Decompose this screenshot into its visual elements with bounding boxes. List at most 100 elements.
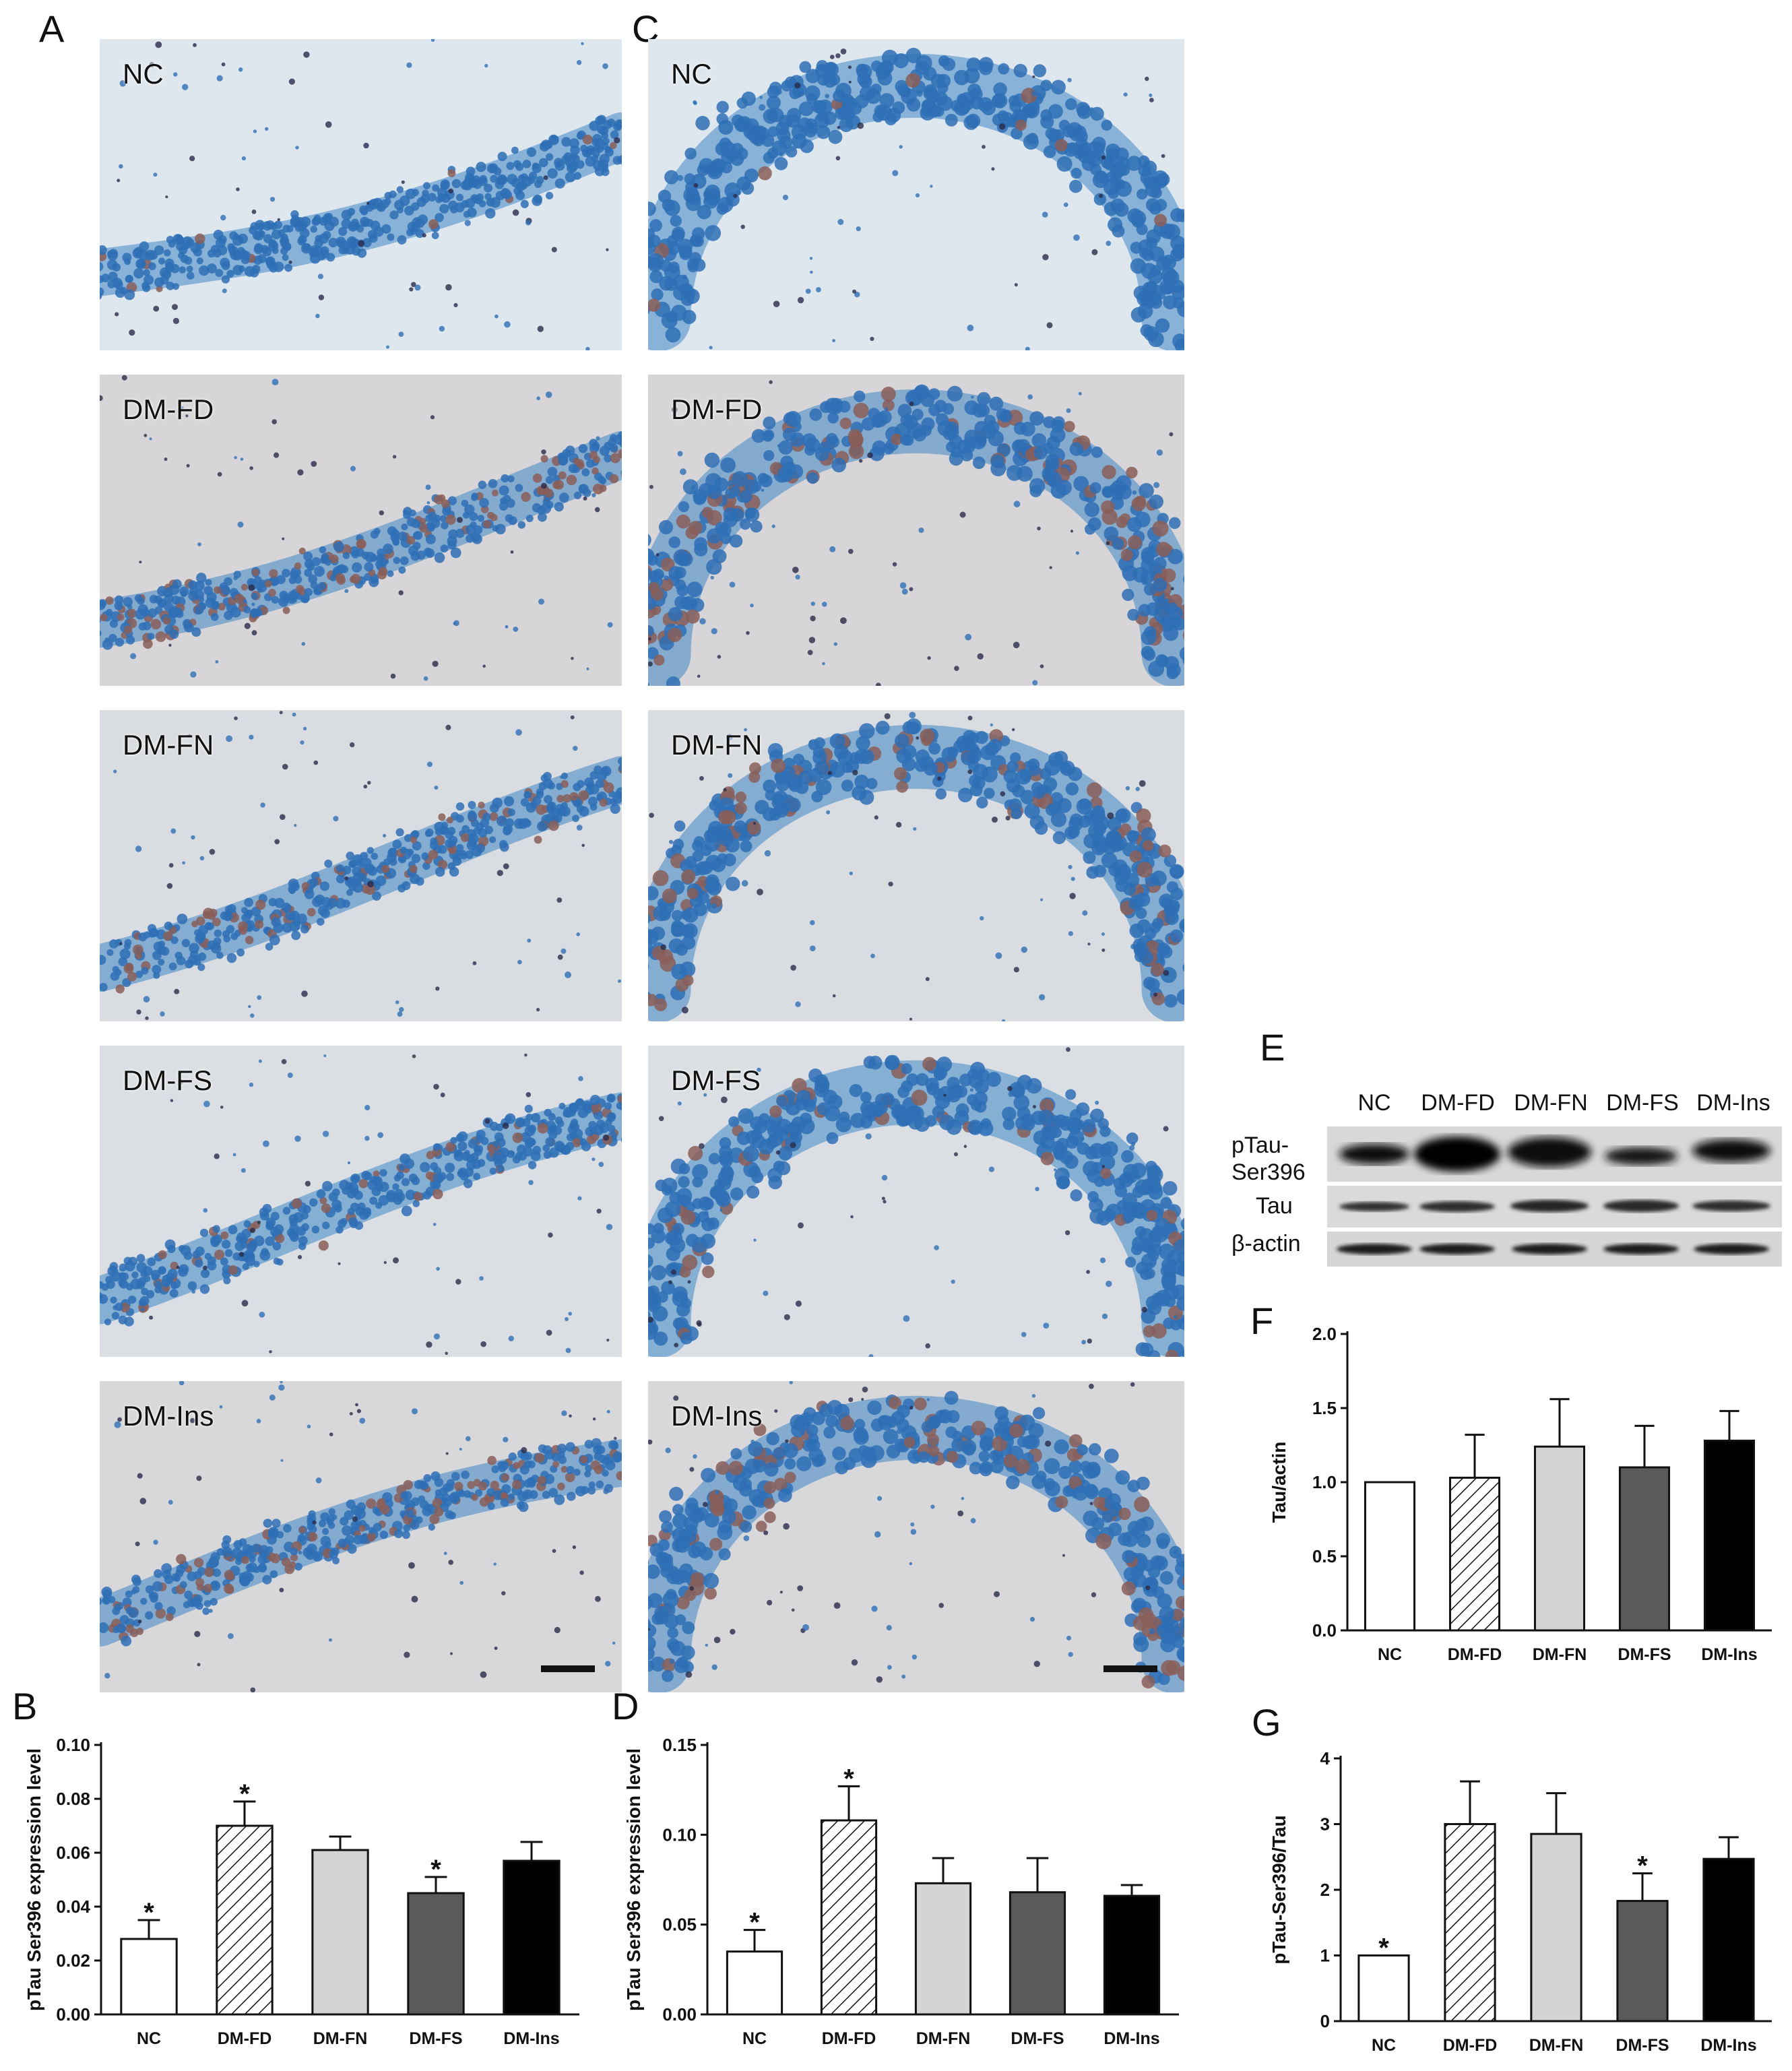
wb-band-tau-dm-ins bbox=[1692, 1201, 1770, 1211]
bar-dm-fd bbox=[820, 1819, 878, 2016]
y-tick-label: 0.5 bbox=[1312, 1546, 1337, 1566]
micrograph-image bbox=[648, 1046, 1184, 1357]
micrograph-image bbox=[100, 39, 622, 350]
panel-letter-g: G bbox=[1252, 1701, 1281, 1744]
x-tick-label: NC bbox=[1372, 2036, 1396, 2055]
micrograph-image bbox=[648, 1381, 1184, 1692]
x-tick-label: DM-Ins bbox=[1103, 2029, 1159, 2048]
significance-mark: * bbox=[239, 1779, 250, 1809]
panel-letter-e: E bbox=[1260, 1026, 1285, 1069]
bar-dm-fd bbox=[1448, 1476, 1501, 1632]
y-tick-label: 4 bbox=[1320, 1748, 1331, 1769]
y-tick-label: 1.5 bbox=[1312, 1398, 1337, 1418]
micrograph-image bbox=[648, 39, 1184, 350]
bar-dm-fn bbox=[1533, 1445, 1586, 1632]
micrograph-c-nc: NC bbox=[648, 39, 1184, 350]
y-tick-label: 0.10 bbox=[662, 1824, 697, 1845]
y-tick-label: 0.05 bbox=[662, 1915, 697, 1935]
bar-dm-ins bbox=[1703, 1439, 1756, 1632]
chart-svg: 0.00 0.05 0.10 0.15 pTau Ser396 expression l… bbox=[623, 1735, 1179, 2048]
y-axis-label: Tau/actin bbox=[1269, 1442, 1289, 1523]
micrograph-c-dm-fn: DM-FN bbox=[648, 710, 1184, 1021]
micrograph-a-dm-fn: DM-FN bbox=[100, 710, 622, 1021]
y-tick-label: 0.08 bbox=[56, 1789, 90, 1809]
micrograph-a-dm-fd: DM-FD bbox=[100, 375, 622, 686]
x-tick-label: DM-Ins bbox=[503, 2029, 559, 2048]
bar-chart-b: 0.00 0.02 0.04 0.06 0.08 0.10 pTau Ser396 expr… bbox=[13, 1725, 593, 2062]
micrograph-image bbox=[100, 1046, 622, 1357]
significance-mark: * bbox=[143, 1898, 154, 1927]
micrograph-a-nc: NC bbox=[100, 39, 622, 350]
micrograph-label: DM-Ins bbox=[123, 1400, 214, 1432]
significance-mark: * bbox=[749, 1908, 760, 1938]
bar-nc bbox=[120, 1938, 178, 2016]
micrograph-label: NC bbox=[123, 58, 164, 90]
micrograph-a-dm-fs: DM-FS bbox=[100, 1046, 622, 1357]
y-tick-label: 2 bbox=[1320, 1880, 1330, 1900]
wb-lane-label-dm-fn: DM-FN bbox=[1514, 1090, 1588, 1116]
x-tick-label: DM-FD bbox=[1443, 2036, 1498, 2055]
chart-svg: 0.00 0.02 0.04 0.06 0.08 0.10 pTau Ser396 expr… bbox=[24, 1735, 579, 2048]
wb-band-ptau-nc bbox=[1339, 1144, 1409, 1164]
x-tick-label: DM-FN bbox=[1533, 1645, 1587, 1664]
bar-dm-fd bbox=[216, 1824, 274, 2016]
x-tick-label: DM-Ins bbox=[1701, 1645, 1757, 1664]
micrograph-a-dm-ins: DM-Ins bbox=[100, 1381, 622, 1692]
wb-band-actin-dm-fd bbox=[1419, 1244, 1495, 1254]
y-tick-label: 0 bbox=[1320, 2011, 1330, 2031]
wb-row-label-ptau: pTau- Ser396 bbox=[1231, 1132, 1306, 1186]
x-tick-label: NC bbox=[1378, 1645, 1402, 1664]
y-tick-label: 0.15 bbox=[662, 1735, 697, 1755]
significance-mark: * bbox=[430, 1855, 441, 1884]
micrograph-label: DM-FN bbox=[671, 729, 763, 761]
wb-lane-label-dm-fs: DM-FS bbox=[1606, 1090, 1679, 1116]
wb-band-ptau-dm-fs bbox=[1605, 1147, 1677, 1165]
micrograph-c-dm-ins: DM-Ins bbox=[648, 1381, 1184, 1692]
bar-dm-fn bbox=[914, 1882, 972, 2016]
x-tick-label: DM-FD bbox=[218, 2029, 272, 2048]
y-tick-label: 1 bbox=[1320, 1946, 1330, 1966]
wb-row-label-beta-actin: β-actin bbox=[1231, 1231, 1301, 1256]
significance-mark: * bbox=[1378, 1934, 1389, 1963]
wb-band-tau-dm-fs bbox=[1603, 1200, 1679, 1212]
wb-lane-label-dm-fd: DM-FD bbox=[1421, 1090, 1495, 1116]
wb-row-label-tau: Tau bbox=[1256, 1193, 1293, 1219]
wb-band-tau-dm-fd bbox=[1419, 1201, 1495, 1212]
wb-band-actin-dm-fn bbox=[1512, 1244, 1587, 1254]
bar-nc bbox=[1364, 1481, 1416, 1632]
wb-lane-label-dm-ins: DM-Ins bbox=[1696, 1090, 1770, 1116]
micrograph-label: DM-FD bbox=[123, 393, 214, 425]
significance-mark: * bbox=[843, 1764, 854, 1793]
wb-row-label-ptau-line2: Ser396 bbox=[1231, 1159, 1306, 1185]
bar-dm-fs bbox=[1009, 1891, 1066, 2016]
micrograph-c-dm-fs: DM-FS bbox=[648, 1046, 1184, 1357]
x-tick-label: DM-FN bbox=[313, 2029, 368, 2048]
bar-chart-f: 0.0 0.5 1.0 1.5 2.0 Tau/actin NC DM-FD DM-FN DM-F… bbox=[1253, 1314, 1785, 1678]
y-tick-label: 1.0 bbox=[1312, 1472, 1337, 1492]
x-tick-label: DM-Ins bbox=[1700, 2036, 1756, 2055]
y-tick-label: 0.04 bbox=[56, 1897, 90, 1917]
x-tick-label: DM-FD bbox=[1448, 1645, 1502, 1664]
bar-dm-fn bbox=[311, 1849, 369, 2016]
y-tick-label: 0.06 bbox=[56, 1843, 90, 1863]
micrograph-image bbox=[100, 1381, 622, 1692]
chart-svg: 0 1 2 3 4 pTau-Ser396/Tau * NC DM-FD DM-FN * DM-FS D… bbox=[1269, 1748, 1772, 2055]
micrograph-image bbox=[648, 710, 1184, 1021]
micrograph-label: DM-FN bbox=[123, 729, 214, 761]
wb-band-tau-dm-fn bbox=[1510, 1200, 1589, 1212]
chart-svg: 0.0 0.5 1.0 1.5 2.0 Tau/actin NC DM-FD DM-FN DM-F… bbox=[1269, 1324, 1772, 1664]
x-tick-label: DM-FN bbox=[916, 2029, 971, 2048]
y-tick-label: 2.0 bbox=[1312, 1324, 1337, 1344]
x-tick-label: NC bbox=[742, 2029, 767, 2048]
bar-dm-ins bbox=[1702, 1857, 1755, 2022]
x-tick-label: NC bbox=[137, 2029, 161, 2048]
wb-lane-label-nc: NC bbox=[1357, 1090, 1391, 1116]
bar-nc bbox=[726, 1950, 783, 2016]
bar-dm-ins bbox=[503, 1859, 561, 2016]
bar-dm-ins bbox=[1103, 1894, 1161, 2016]
y-axis-label: pTau Ser396 expression level bbox=[623, 1748, 644, 2011]
bar-chart-d: 0.00 0.05 0.10 0.15 pTau Ser396 expression l… bbox=[613, 1725, 1192, 2062]
y-tick-label: 3 bbox=[1320, 1814, 1330, 1835]
wb-band-ptau-dm-fn bbox=[1508, 1137, 1591, 1167]
bar-dm-fd bbox=[1444, 1823, 1496, 2022]
